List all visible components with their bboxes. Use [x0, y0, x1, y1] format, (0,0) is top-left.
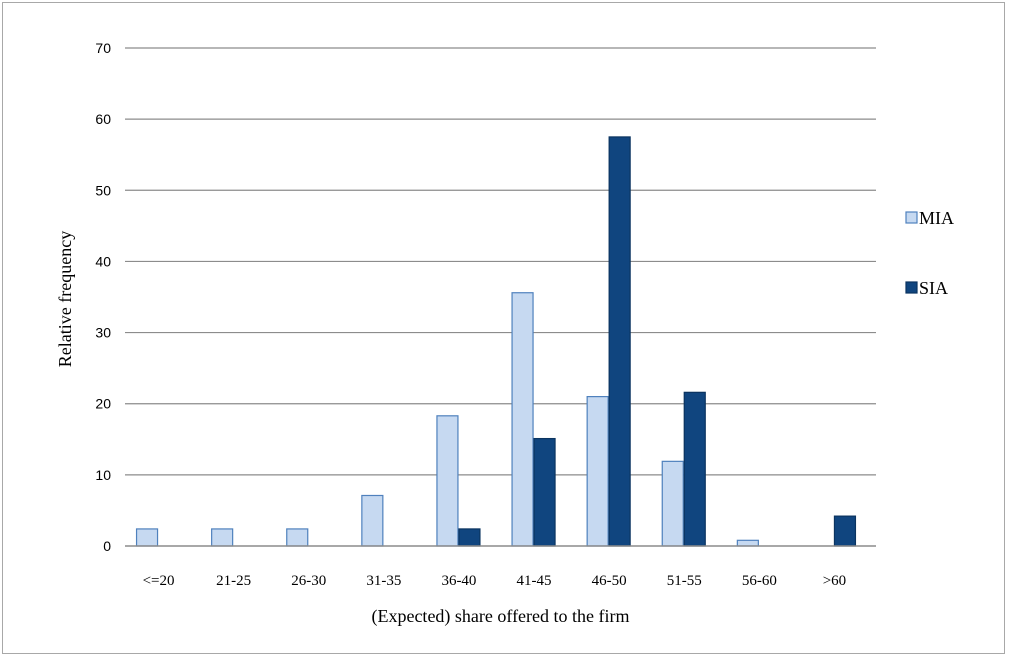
- bar-chart: 0 10 20 30 40 50 60 70 <=20 21-25 26-30 31-35 36-40…: [55, 40, 954, 627]
- x-axis-categories: <=20 21-25 26-30 31-35 36-40 41-45 46-50 51-55 5…: [143, 573, 847, 589]
- legend: MIA SIA: [905, 208, 954, 298]
- x-category-label: >60: [823, 573, 846, 589]
- bar-mia: [661, 460, 684, 547]
- bar-mia: [135, 528, 159, 547]
- bar-mia: [211, 528, 234, 547]
- x-category-label: 56-60: [742, 573, 777, 589]
- y-tick-label: 20: [95, 396, 111, 412]
- gridlines: [125, 47, 876, 476]
- y-tick-label: 70: [95, 40, 111, 56]
- bar-mia: [436, 415, 459, 547]
- y-tick-label: 0: [103, 538, 111, 554]
- bar-mia: [511, 292, 534, 547]
- legend-label-sia: SIA: [919, 278, 948, 298]
- x-category-label: 36-40: [441, 573, 476, 589]
- bar-sia: [683, 391, 706, 547]
- bar-mia: [286, 528, 309, 547]
- legend-swatch-mia: [905, 211, 918, 224]
- x-category-label: 21-25: [216, 573, 251, 589]
- y-tick-label: 50: [95, 182, 111, 198]
- bar-sia: [833, 515, 857, 547]
- bar-sia: [608, 136, 631, 547]
- x-category-label: 46-50: [592, 573, 627, 589]
- bar-sia: [458, 528, 481, 547]
- y-axis-title: Relative frequency: [55, 231, 75, 367]
- bar-mia: [586, 396, 609, 547]
- x-category-label: 31-35: [366, 573, 401, 589]
- x-category-label: 41-45: [517, 573, 552, 589]
- y-tick-label: 10: [95, 467, 111, 483]
- x-category-label: 51-55: [667, 573, 702, 589]
- legend-label-mia: MIA: [919, 208, 954, 228]
- bars: [135, 136, 857, 547]
- x-category-label: <=20: [143, 573, 175, 589]
- bar-mia: [736, 539, 759, 547]
- bar-sia: [533, 437, 556, 547]
- y-tick-label: 60: [95, 111, 111, 127]
- legend-swatch-sia: [905, 281, 918, 294]
- bar-mia: [361, 494, 384, 547]
- y-tick-label: 40: [95, 253, 111, 269]
- y-tick-label: 30: [95, 325, 111, 341]
- x-axis-title: (Expected) share offered to the firm: [371, 606, 629, 627]
- x-category-label: 26-30: [291, 573, 326, 589]
- y-axis-ticks: 0 10 20 30 40 50 60 70: [95, 40, 111, 554]
